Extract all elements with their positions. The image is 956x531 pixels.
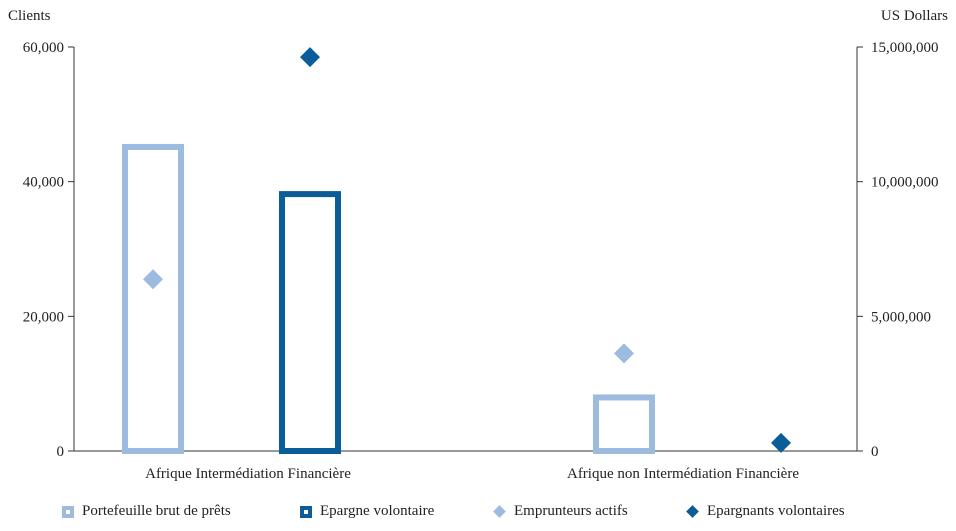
legend-label-epargne: Epargne volontaire	[320, 503, 435, 519]
point-3-0	[300, 47, 320, 68]
right-tick-label: 10,000,000	[871, 175, 939, 191]
category-labels: Afrique Intermédiation Financière Afrique…	[145, 466, 799, 482]
legend-swatch-portefeuille	[62, 505, 74, 518]
legend-label-epargnants: Epargnants volontaires	[707, 503, 845, 519]
legend-swatch-epargne	[300, 505, 312, 518]
right-tick-label: 0	[871, 444, 879, 460]
left-tick-label: 40,000	[23, 175, 64, 191]
category-label: Afrique non Intermédiation Financière	[567, 466, 799, 482]
right-tick-label: 5,000,000	[871, 309, 931, 325]
category-label: Afrique Intermédiation Financière	[145, 466, 351, 482]
legend-item-epargne: Epargne volontaire	[300, 503, 434, 520]
right-axis-title: US Dollars	[881, 8, 948, 24]
bar-1-0	[279, 191, 341, 455]
legend-item-emprunteurs: Emprunteurs actifs	[493, 503, 628, 520]
legend-diamond-epargnants	[686, 505, 699, 518]
legend-item-epargnants: Epargnants volontaires	[686, 503, 845, 520]
point-2-1	[614, 343, 634, 364]
legend-label-portefeuille: Portefeuille brut de prêts	[82, 503, 231, 519]
bar-0-1	[593, 394, 655, 455]
left-tick-label: 20,000	[23, 309, 64, 325]
bar-0-0	[122, 143, 184, 455]
chart-marks	[122, 47, 791, 455]
left-tick-label: 0	[57, 444, 65, 460]
point-2-0	[143, 269, 163, 290]
axes: 0 20,000 40,000 60,000 0 5,000,000 10,000,000 1…	[23, 40, 939, 460]
legend-label-emprunteurs: Emprunteurs actifs	[514, 503, 628, 519]
right-tick-label: 15,000,000	[871, 40, 939, 56]
legend: Portefeuille brut de prêts Epargne volon…	[0, 503, 956, 527]
point-3-1	[771, 432, 791, 453]
legend-diamond-emprunteurs	[493, 505, 506, 518]
left-tick-label: 60,000	[23, 40, 64, 56]
left-axis-title: Clients	[8, 8, 51, 24]
legend-item-portefeuille: Portefeuille brut de prêts	[62, 503, 231, 520]
